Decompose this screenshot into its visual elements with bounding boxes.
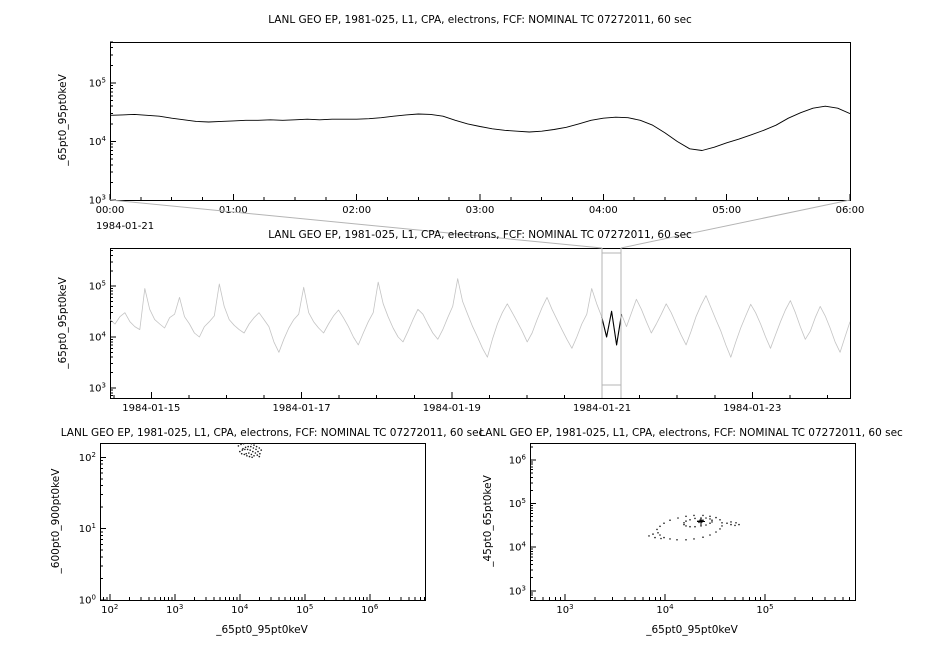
svg-text:1984-01-19: 1984-01-19: [423, 403, 481, 414]
svg-text:1984-01-23: 1984-01-23: [723, 403, 781, 414]
svg-text:100: 100: [79, 594, 96, 607]
top-panel-title: LANL GEO EP, 1981-025, L1, CPA, electron…: [268, 14, 692, 26]
bottom-left-x-axis-label: _65pt0_95pt0keV: [216, 624, 308, 636]
svg-text:104: 104: [231, 603, 249, 616]
svg-text:103: 103: [89, 381, 106, 394]
svg-text:105: 105: [296, 603, 313, 616]
svg-text:101: 101: [79, 522, 96, 535]
svg-text:1984-01-21: 1984-01-21: [573, 403, 631, 414]
svg-text:105: 105: [89, 76, 106, 89]
svg-text:1984-01-17: 1984-01-17: [273, 403, 331, 414]
bottom-left-y-axis-label: _600pt0_900pt0keV: [50, 468, 62, 574]
scatter-panel-right[interactable]: [530, 443, 855, 600]
svg-text:05:00: 05:00: [712, 205, 741, 216]
x-axis-date-label: 1984-01-21: [96, 221, 155, 232]
scatter-panel-left[interactable]: [100, 443, 425, 600]
svg-text:103: 103: [89, 194, 106, 207]
svg-text:103: 103: [556, 603, 573, 616]
bottom-right-x-axis-label: _65pt0_95pt0keV: [646, 624, 738, 636]
time-series-panel[interactable]: [110, 42, 850, 200]
bottom-right-y-axis-label: _45pt0_65pt0keV: [482, 475, 494, 567]
svg-text:03:00: 03:00: [466, 205, 495, 216]
context-y-axis-label: _65pt0_95pt0keV: [57, 277, 69, 369]
svg-text:04:00: 04:00: [589, 205, 618, 216]
top-y-axis-label: _65pt0_95pt0keV: [57, 74, 69, 166]
svg-text:102: 102: [79, 451, 96, 464]
context-panel-title: LANL GEO EP, 1981-025, L1, CPA, electron…: [268, 229, 692, 241]
svg-text:105: 105: [509, 497, 526, 510]
svg-text:106: 106: [361, 603, 379, 616]
bottom-right-panel-title: LANL GEO EP, 1981-025, L1, CPA, electron…: [479, 427, 903, 439]
svg-text:103: 103: [166, 603, 183, 616]
svg-text:104: 104: [656, 603, 674, 616]
svg-text:104: 104: [509, 541, 527, 554]
svg-text:106: 106: [509, 454, 527, 467]
zoom-selection-box[interactable]: [602, 248, 621, 398]
svg-text:1984-01-15: 1984-01-15: [122, 403, 180, 414]
svg-text:00:00: 00:00: [96, 205, 125, 216]
svg-text:102: 102: [101, 603, 118, 616]
svg-text:103: 103: [509, 584, 526, 597]
svg-text:104: 104: [89, 135, 107, 148]
svg-text:02:00: 02:00: [342, 205, 371, 216]
svg-text:06:00: 06:00: [836, 205, 865, 216]
svg-text:01:00: 01:00: [219, 205, 248, 216]
context-overview-panel[interactable]: [110, 248, 850, 398]
svg-text:104: 104: [89, 330, 107, 343]
bottom-left-panel-title: LANL GEO EP, 1981-025, L1, CPA, electron…: [60, 427, 485, 439]
svg-text:105: 105: [756, 603, 773, 616]
svg-text:105: 105: [89, 280, 106, 293]
